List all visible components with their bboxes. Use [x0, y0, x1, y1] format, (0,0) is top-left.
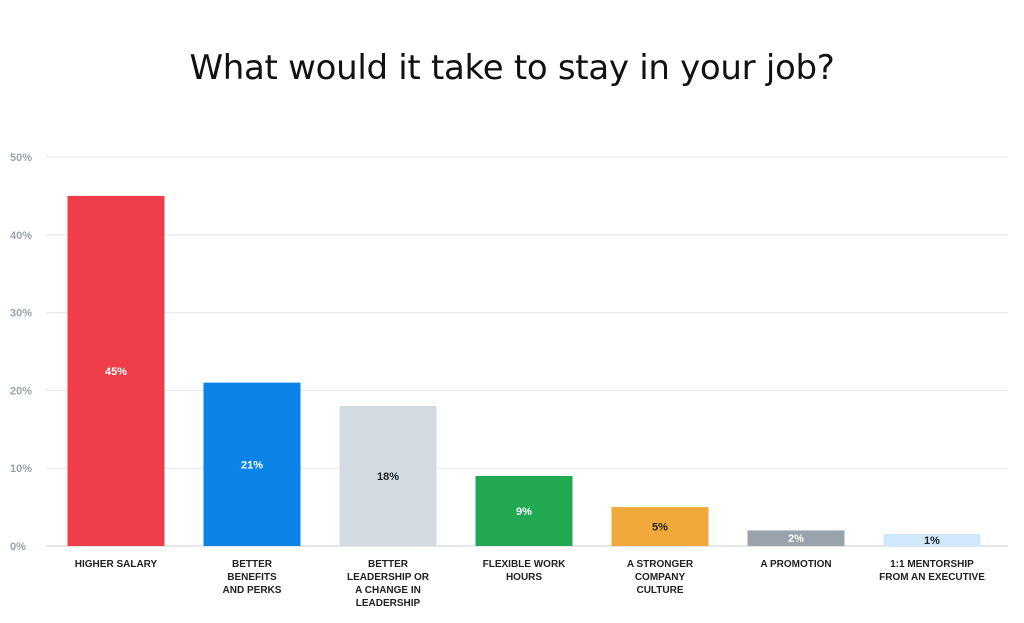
- chart-title: What would it take to stay in your job?: [189, 48, 835, 88]
- bar-value-label: 21%: [241, 459, 263, 471]
- category-label: A PROMOTION: [760, 559, 831, 570]
- bar: [67, 195, 165, 546]
- y-axis-ticks: 0% 10% 20% 30% 40% 50%: [10, 152, 32, 553]
- y-tick-label: 50%: [10, 152, 32, 164]
- bars: [67, 195, 981, 546]
- category-label: HIGHER SALARY: [75, 559, 158, 570]
- y-tick-label: 0%: [10, 541, 26, 553]
- bar: [203, 382, 301, 546]
- bar-value-label: 1%: [924, 535, 940, 547]
- category-label: BETTER BENEFITS AND PERKS: [223, 559, 282, 596]
- bar-value-label: 18%: [377, 471, 399, 483]
- category-labels: HIGHER SALARY BETTER BENEFITS AND PERKS BETT…: [75, 559, 985, 609]
- bar-value-label: 5%: [652, 522, 668, 534]
- y-tick-label: 30%: [10, 308, 32, 320]
- bar: [611, 507, 709, 546]
- category-label: A STRONGER COMPANY CULTURE: [627, 559, 694, 596]
- y-tick-label: 10%: [10, 463, 32, 475]
- category-label: 1:1 MENTORSHIP FROM AN EXECUTIVE: [879, 559, 985, 583]
- bar: [883, 534, 981, 546]
- bar-value-label: 9%: [516, 506, 532, 518]
- bar-value-label: 45%: [105, 366, 127, 378]
- bar: [339, 405, 437, 546]
- y-tick-label: 20%: [10, 385, 32, 397]
- bar: [747, 530, 845, 546]
- category-label: BETTER LEADERSHIP OR A CHANGE IN LEADERSHIP: [347, 559, 430, 609]
- bar: [475, 475, 573, 546]
- category-label: FLEXIBLE WORK HOURS: [483, 559, 567, 583]
- y-tick-label: 40%: [10, 230, 32, 242]
- bar-value-label: 2%: [788, 533, 804, 545]
- value-labels: 45% 21% 18% 9% 5% 2% 1%: [105, 366, 940, 547]
